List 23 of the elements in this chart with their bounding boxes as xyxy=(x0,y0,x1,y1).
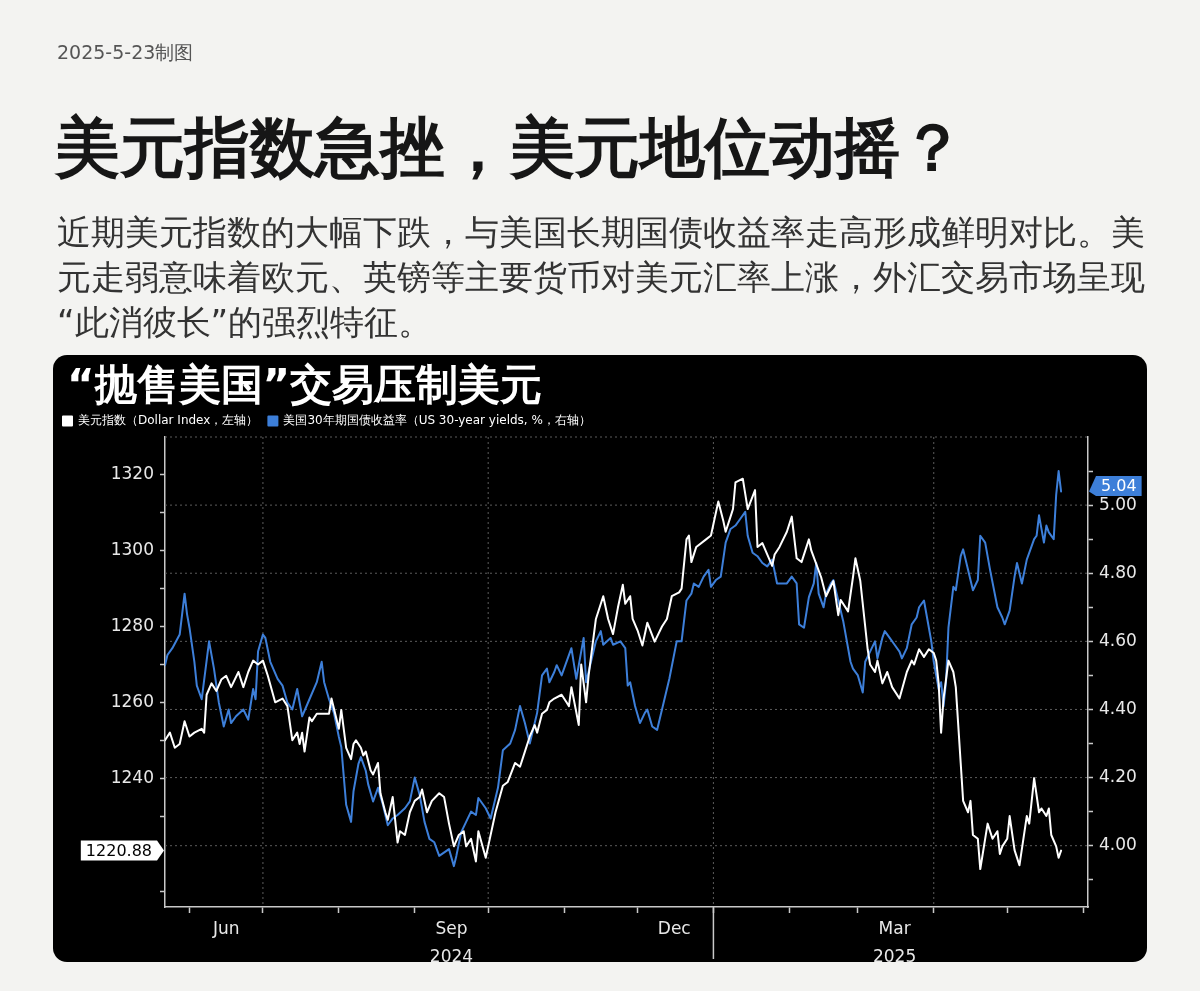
legend-label: 美国30年期国债收益率（US 30-year yields, %，右轴） xyxy=(283,413,591,428)
y2-tick-label: 5.00 xyxy=(1099,493,1137,514)
y-tick-label: 1300 xyxy=(110,539,154,560)
y2-tick-label: 4.40 xyxy=(1099,697,1137,718)
x-tick-label: Mar 2025 xyxy=(872,918,917,967)
y2-tick-label: 4.60 xyxy=(1099,629,1137,650)
y-tick-label: 1320 xyxy=(110,463,154,484)
y-tick-label: 1220.88 xyxy=(85,840,152,860)
chart-subtitle: 近期美元指数的大幅下跌，与美国长期国债收益率走高形成鲜明对比。美元走弱意味着欧元、英镑等主要货币对美元汇率上涨，外汇交易市场呈现“此消彼长”的强烈特征。 xyxy=(57,211,1146,344)
x-tick-label: Jun xyxy=(211,918,240,939)
y-tick-label: 1260 xyxy=(110,690,154,711)
y2-tick-label: 4.80 xyxy=(1099,561,1137,582)
x-tick-label: Sep 2024 xyxy=(429,918,474,967)
text: 2025-5-23制图 xyxy=(57,40,194,65)
y2-tick-label: 4.00 xyxy=(1099,834,1137,855)
chart-title: 美元指数急挫，美元地位动摇？ xyxy=(55,109,965,187)
text: “抛售美国”交易压制美元 xyxy=(67,359,543,411)
y2-tick-label: 5.04 xyxy=(1101,476,1137,496)
y2-tick-label: 4.20 xyxy=(1099,766,1137,786)
y-tick-label: 1240 xyxy=(110,766,154,787)
y-tick-label: 1280 xyxy=(110,614,154,635)
x-tick-label: Dec xyxy=(657,918,691,939)
legend-label: 美元指数（Dollar Index，左轴） xyxy=(78,413,259,428)
